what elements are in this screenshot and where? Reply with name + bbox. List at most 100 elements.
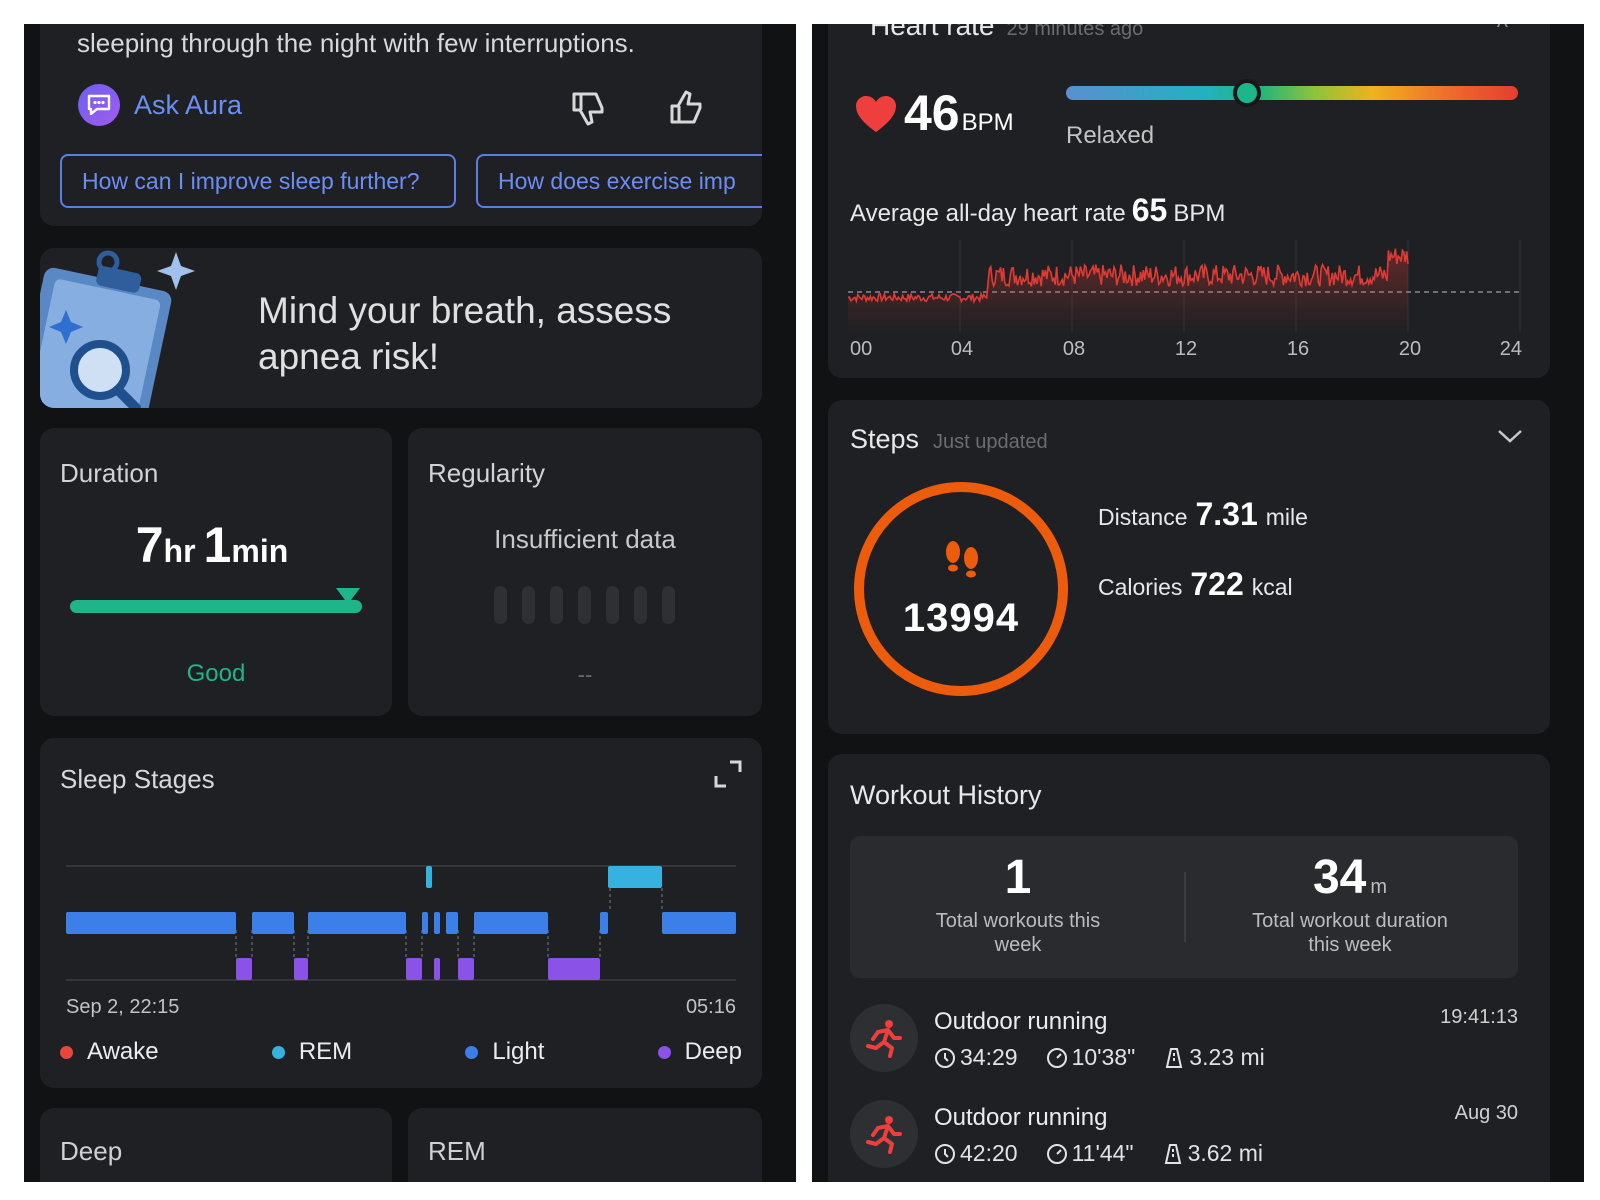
pace-gauge-icon <box>1046 1143 1067 1164</box>
sleep-stages-legend: Awake REM Light Deep <box>60 1038 742 1066</box>
heart-rate-card[interactable]: Heart rate 29 minutes ago ^ 46BPM Relaxed… <box>828 24 1550 378</box>
distance-unit: mile <box>1265 504 1308 530</box>
sleep-stages-card[interactable]: Sleep Stages <box>40 738 762 1088</box>
deep-sleep-card[interactable]: Deep <box>40 1108 392 1182</box>
aura-chat-icon <box>78 84 120 126</box>
summary-divider <box>1184 872 1186 942</box>
steps-distance: Distance 7.31 mile <box>1098 496 1308 532</box>
heart-rate-title: Heart rate 29 minutes ago <box>870 24 1143 42</box>
legend-rem: REM <box>271 1038 352 1066</box>
heart-icon <box>856 96 896 132</box>
sleep-stages-chart <box>66 865 736 981</box>
heart-rate-x-axis: 00 04 08 12 16 20 24 <box>850 338 1522 364</box>
duration-status: Good <box>186 660 246 687</box>
workout-name: Outdoor running <box>934 1104 1108 1131</box>
duration-minutes: 1 <box>203 517 232 573</box>
suggestion-chip-improve-sleep[interactable]: How can I improve sleep further? <box>60 154 456 208</box>
workout-row[interactable]: Outdoor running Aug 30 42:20 11'44" 3.62… <box>850 1100 1518 1180</box>
steps-count: 13994 <box>902 596 1020 640</box>
calories-value: 722 <box>1190 566 1244 602</box>
heart-rate-chart <box>848 240 1521 332</box>
clipboard-magnifier-icon <box>40 250 195 408</box>
distance-value: 7.31 <box>1195 496 1258 532</box>
legend-deep: Deep <box>657 1038 742 1066</box>
running-icon <box>850 1004 918 1072</box>
workout-history-title: Workout History <box>850 780 1042 810</box>
clock-icon <box>935 1143 955 1164</box>
sleep-screen: sleeping through the night with few inte… <box>24 24 796 1182</box>
workout-time: 19:41:13 <box>1440 1006 1518 1028</box>
hr-tick-00: 00 <box>850 338 873 360</box>
ask-aura-label: Ask Aura <box>134 89 243 120</box>
workout-duration: 34:29 <box>934 1044 1018 1071</box>
suggestion-chip-exercise[interactable]: How does exercise imp <box>476 154 762 208</box>
heart-rate-value: 46BPM <box>904 85 1014 141</box>
running-icon <box>850 1100 918 1168</box>
regularity-title: Regularity <box>428 458 546 488</box>
workout-pace: 11'44" <box>1046 1140 1134 1167</box>
route-icon <box>1164 1143 1181 1164</box>
hr-tick-12: 12 <box>1174 338 1198 360</box>
workout-row[interactable]: Outdoor running 19:41:13 34:29 10'38" 3.… <box>850 1004 1518 1084</box>
steps-calories: Calories 722 kcal <box>1098 566 1293 602</box>
collapse-icon[interactable]: ^ <box>1496 24 1508 41</box>
avg-heart-rate-unit: BPM <box>1173 200 1226 227</box>
chevron-down-icon[interactable] <box>1496 426 1524 446</box>
hr-tick-16: 16 <box>1286 338 1310 360</box>
duration-value: 7hr 1min <box>40 516 392 574</box>
footprints-icon <box>946 541 978 578</box>
duration-hours-unit: hr <box>163 533 196 569</box>
duration-bar <box>70 600 362 613</box>
workout-summary: 1 Total workouts this week 34 m Total wor… <box>850 836 1518 978</box>
ask-aura-link[interactable]: Ask Aura <box>78 84 242 126</box>
rem-sleep-title: REM <box>428 1136 486 1166</box>
workout-time: Aug 30 <box>1454 1102 1518 1124</box>
regularity-value: -- <box>577 662 593 687</box>
heart-rate-zone-scale <box>1066 86 1518 100</box>
workout-pace: 10'38" <box>1046 1044 1135 1071</box>
workout-distance: 3.62 mi <box>1162 1140 1263 1167</box>
steps-title: Steps Just updated <box>850 424 1048 454</box>
steps-card[interactable]: Steps Just updated 13994 Distance 7.31 mile… <box>828 400 1550 734</box>
apnea-risk-banner[interactable]: Mind your breath, assess apnea risk! <box>40 248 762 408</box>
sleep-end-time: 05:16 <box>685 996 736 1018</box>
expand-icon[interactable] <box>712 758 744 790</box>
legend-awake: Awake <box>60 1038 159 1066</box>
sleep-stages-time-range: Sep 2, 22:15 05:16 <box>66 996 736 1019</box>
heart-rate-updated: 29 minutes ago <box>1006 24 1144 40</box>
duration-card[interactable]: Duration 7hr 1min Good <box>40 428 392 716</box>
regularity-placeholder-bars <box>494 586 675 624</box>
total-workouts-value: 1 <box>1004 851 1032 904</box>
duration-minutes-unit: min <box>231 533 289 569</box>
workout-history-card[interactable]: Workout History 1 Total workouts this we… <box>828 754 1550 1182</box>
steps-ring <box>854 482 1068 696</box>
regularity-card[interactable]: Regularity Insufficient data -- <box>408 428 762 716</box>
duration-marker <box>336 588 360 604</box>
heart-rate-state: Relaxed <box>1066 122 1155 149</box>
workout-metrics: 34:29 10'38" 3.23 mi <box>934 1044 1265 1071</box>
total-workouts-stat: 1 Total workouts this week <box>868 850 1168 957</box>
steps-updated: Just updated <box>933 431 1048 453</box>
workout-duration: 42:20 <box>934 1140 1018 1167</box>
avg-heart-rate: Average all-day heart rate 65 BPM <box>850 192 1226 228</box>
regularity-message: Insufficient data <box>494 524 676 554</box>
sleep-start-time: Sep 2, 22:15 <box>66 996 180 1018</box>
total-duration-label: Total workout duration this week <box>1252 910 1448 956</box>
workout-metrics: 42:20 11'44" 3.62 mi <box>934 1140 1263 1167</box>
hr-tick-04: 04 <box>950 338 974 360</box>
thumbs-up-icon[interactable] <box>666 88 706 128</box>
thumbs-down-icon[interactable] <box>568 88 608 128</box>
pace-gauge-icon <box>1046 1047 1067 1068</box>
total-duration-stat: 34 m Total workout duration this week <box>1200 850 1500 957</box>
workout-distance: 3.23 mi <box>1163 1044 1265 1071</box>
hr-tick-08: 08 <box>1062 338 1086 360</box>
hr-tick-20: 20 <box>1398 338 1422 360</box>
sleep-stages-title: Sleep Stages <box>60 764 215 794</box>
duration-title: Duration <box>60 458 159 488</box>
sleep-insight-card: sleeping through the night with few inte… <box>40 24 762 226</box>
apnea-banner-text: Mind your breath, assess apnea risk! <box>258 290 672 377</box>
hr-tick-24: 24 <box>1499 338 1522 360</box>
heart-rate-zone-marker <box>1233 79 1261 107</box>
deep-sleep-title: Deep <box>60 1136 123 1166</box>
rem-sleep-card[interactable]: REM <box>408 1108 762 1182</box>
